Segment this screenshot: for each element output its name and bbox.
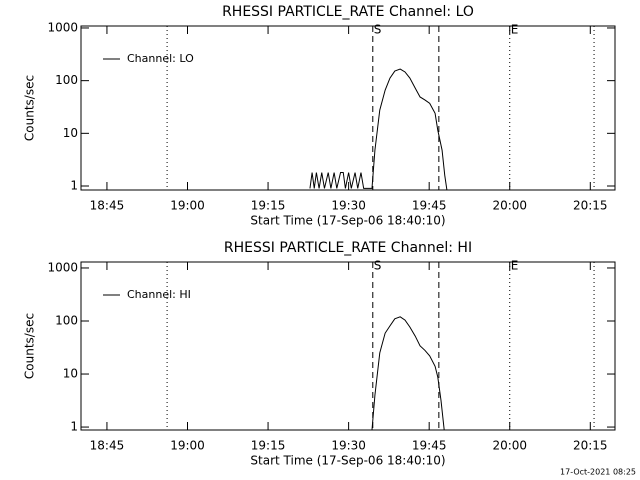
plot-frame <box>80 25 616 191</box>
footer-timestamp: 17-Oct-2021 08:25 <box>560 468 636 477</box>
marker-label: S <box>374 259 382 273</box>
legend-label: Channel: LO <box>127 52 194 65</box>
x-tick-label: 19:15 <box>251 199 286 213</box>
y-axis-label: Counts/sec <box>23 75 37 141</box>
x-tick-label: 20:00 <box>492 199 527 213</box>
x-tick-label: 19:00 <box>170 199 205 213</box>
marker-label: E <box>511 259 519 273</box>
x-tick-label: 19:45 <box>412 199 447 213</box>
y-tick-label: 100 <box>55 313 78 327</box>
x-tick-label: 19:30 <box>331 199 366 213</box>
y-tick-label: 100 <box>55 73 78 87</box>
legend-label: Channel: HI <box>127 288 191 301</box>
y-tick-label: 1000 <box>47 20 78 34</box>
x-axis-label: Start Time (17-Sep-06 18:40:10) <box>250 454 445 468</box>
marker-label: E <box>511 23 519 37</box>
x-tick-label: 20:15 <box>573 199 608 213</box>
y-tick-label: 1 <box>70 179 78 193</box>
x-tick-label: 18:45 <box>90 439 125 453</box>
series-line <box>371 316 445 430</box>
x-axis-label: Start Time (17-Sep-06 18:40:10) <box>250 214 445 228</box>
x-tick-label: 19:15 <box>251 439 286 453</box>
marker-label: S <box>374 23 382 37</box>
y-tick-label: 10 <box>63 126 78 140</box>
x-tick-label: 19:45 <box>412 439 447 453</box>
plot-frame <box>80 261 616 431</box>
chart-title: RHESSI PARTICLE_RATE Channel: HI <box>224 240 472 256</box>
x-tick-label: 19:30 <box>331 439 366 453</box>
y-tick-label: 10 <box>63 367 78 381</box>
subplot: RHESSI PARTICLE_RATE Channel: LO Start Ti… <box>23 4 616 228</box>
y-axis-label: Counts/sec <box>23 313 37 379</box>
subplot: RHESSI PARTICLE_RATE Channel: HI Start Ti… <box>23 240 616 468</box>
chart-title: RHESSI PARTICLE_RATE Channel: LO <box>222 4 474 20</box>
y-tick-label: 1 <box>70 420 78 434</box>
x-tick-label: 20:00 <box>492 439 527 453</box>
x-tick-label: 19:00 <box>170 439 205 453</box>
series-line <box>309 68 448 190</box>
x-tick-label: 18:45 <box>90 199 125 213</box>
x-tick-label: 20:15 <box>573 439 608 453</box>
y-tick-label: 1000 <box>47 260 78 274</box>
